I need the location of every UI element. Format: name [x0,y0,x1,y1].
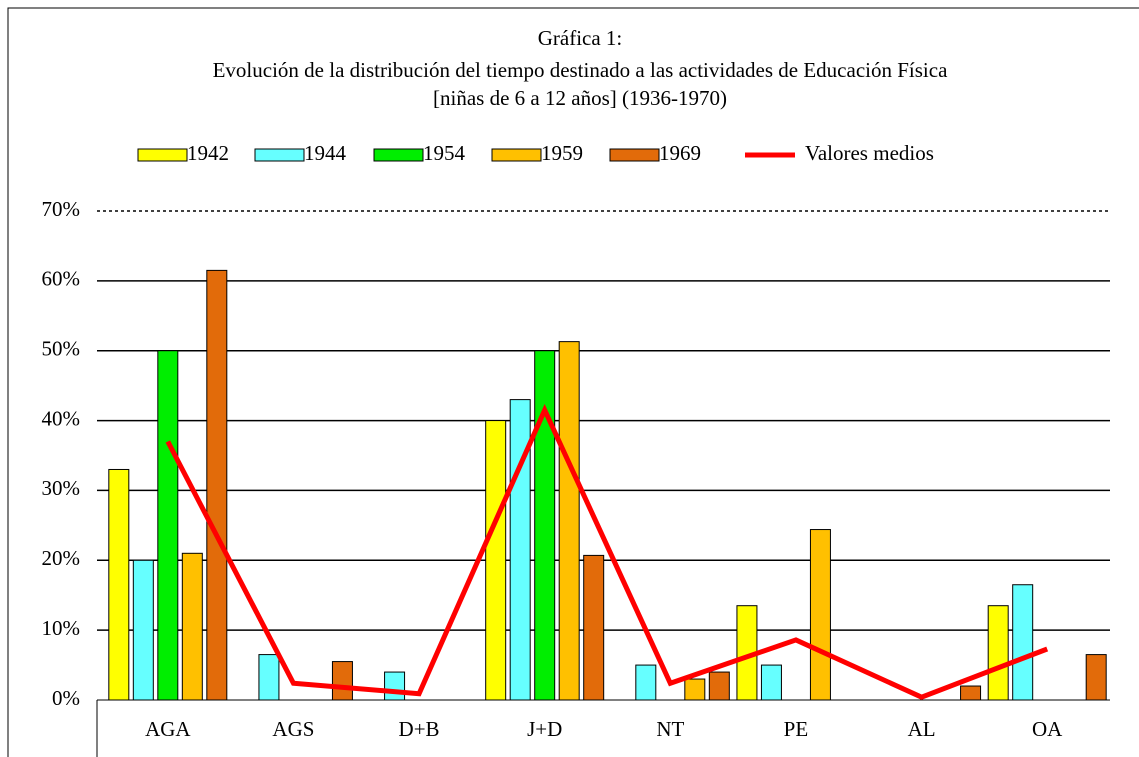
legend-swatch [491,148,542,162]
bar [206,269,228,701]
bar [760,664,782,701]
legend-swatch [254,148,305,162]
y-tick-label: 60% [42,267,81,291]
y-tick-label: 40% [42,406,81,430]
bar [485,420,507,701]
x-tick-label: OA [1032,717,1063,741]
x-tick-label: NT [656,717,684,741]
line-series [165,404,1049,700]
bar [534,350,556,701]
chart-title: Gráfica 1: [538,26,623,50]
x-tick-label: AL [908,717,936,741]
legend-label: 1944 [304,141,347,165]
bar [181,552,203,701]
bar [708,671,730,701]
x-tick-label: J+D [527,717,562,741]
bar [384,671,406,701]
legend-label: 1954 [423,141,466,165]
bar [987,605,1009,701]
chart-title: [niñas de 6 a 12 años] (1936-1970) [433,86,727,110]
legend-swatch [609,148,660,162]
bar [157,350,179,701]
bar [132,559,154,701]
x-tick-label: PE [784,717,809,741]
bar [684,678,706,701]
bar [258,654,280,701]
x-tick-label: AGA [145,717,191,741]
legend-label: 1942 [187,141,229,165]
legend-label: 1969 [659,141,701,165]
bar [1085,654,1107,701]
chart-title: Evolución de la distribución del tiempo … [213,58,948,82]
y-tick-label: 50% [42,337,81,361]
bar [1012,584,1034,701]
legend-label: Valores medios [805,141,934,165]
legend-swatch [137,148,188,162]
y-tick-label: 0% [52,686,80,710]
x-tick-label: AGS [272,717,314,741]
bar [960,685,982,701]
y-tick-label: 20% [42,546,81,570]
bar [331,661,353,701]
bar [635,664,657,701]
bar [809,529,831,701]
bar [108,468,130,701]
y-tick-label: 70% [42,197,81,221]
bar [558,341,580,701]
y-tick-label: 30% [42,476,81,500]
legend-label: 1959 [541,141,583,165]
bar [583,554,605,701]
legend-swatch [373,148,424,162]
x-tick-label: D+B [399,717,440,741]
y-tick-label: 10% [42,616,81,640]
